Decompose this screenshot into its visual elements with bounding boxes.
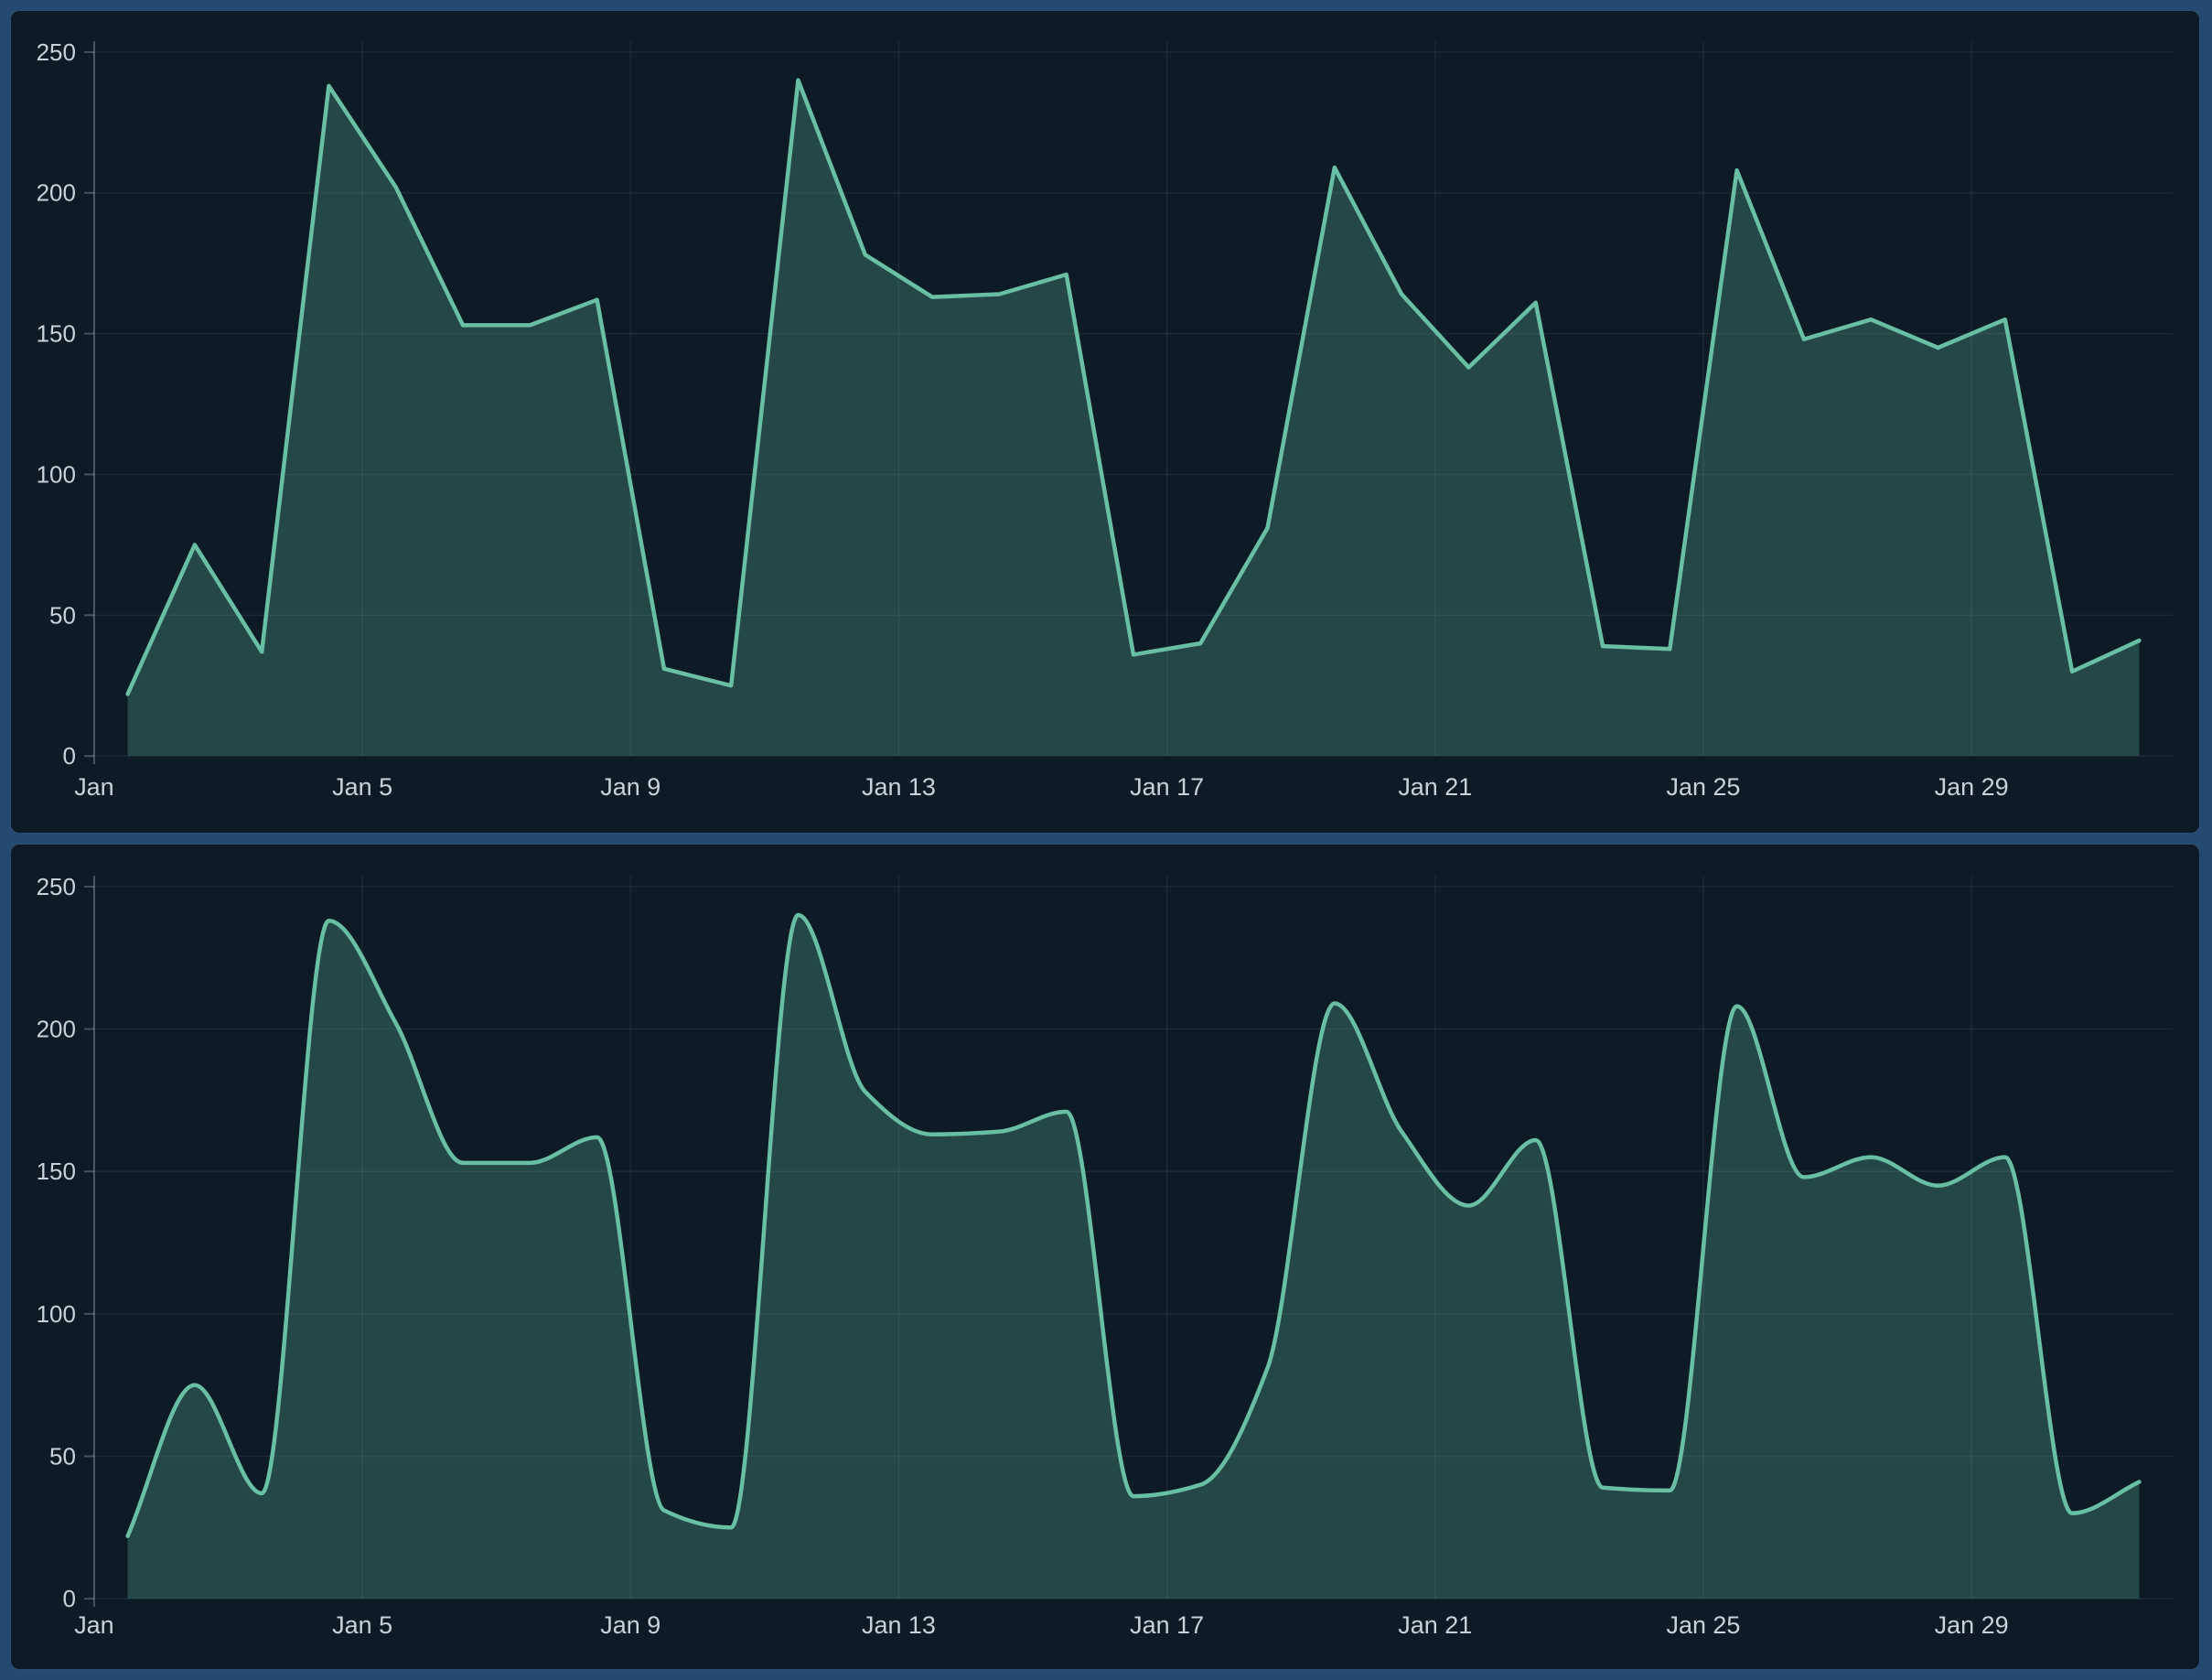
x-axis-tick-label: Jan 9 [600,773,660,801]
x-axis-tick-label: Jan 29 [1935,773,2009,801]
series-line [125,78,2142,696]
series-area-fill [127,80,2140,757]
x-axis-tick-label: Jan 5 [332,773,392,801]
x-axis-tick-label: Jan 17 [1130,1611,1204,1639]
series-line [125,912,2142,1538]
x-axis-tick-label: Jan 13 [862,773,936,801]
y-axis-tick-label: 50 [49,1443,76,1470]
x-axis-tick-label: Jan 5 [332,1611,392,1639]
y-axis-tick-label: 50 [49,601,76,629]
y-axis-tick-label: 150 [37,320,76,348]
x-axis-tick-label: Jan 9 [600,1611,660,1639]
x-axis-tick-label: Jan 17 [1130,773,1204,801]
y-axis-tick-label: 0 [62,742,75,770]
x-axis-tick-label: Jan 25 [1666,1611,1740,1639]
y-axis-tick-label: 200 [37,1016,76,1043]
y-axis-tick-label: 250 [37,38,76,66]
y-axis-tick-label: 0 [62,1585,75,1612]
y-axis-tick-label: 100 [37,1300,76,1328]
chart-panel-linear[interactable]: Jan Jan 5 Jan 9 Jan 13 Jan 17 Jan 21 Jan 25 Jan… [10,10,2200,834]
y-axis-tick-label: 150 [37,1158,76,1185]
area-chart-smooth-canvas[interactable]: Jan Jan 5 Jan 9 Jan 13 Jan 17 Jan 21 Jan 25 Jan… [11,845,2199,1669]
x-axis-tick-label: Jan 13 [862,1611,936,1639]
series-area-fill [127,915,2140,1599]
x-axis-tick-label: Jan [74,773,113,801]
x-axis-tick-label: Jan 29 [1935,1611,2009,1639]
x-axis-tick-label: Jan 21 [1398,1611,1472,1639]
y-axis-tick-label: 250 [37,873,76,900]
x-axis-tick-label: Jan 25 [1666,773,1740,801]
x-axis-tick-label: Jan 21 [1398,773,1472,801]
y-axis-tick-label: 200 [37,179,76,207]
y-axis-tick-label: 100 [37,460,76,488]
area-chart-linear-canvas[interactable]: Jan Jan 5 Jan 9 Jan 13 Jan 17 Jan 21 Jan 25 Jan… [11,11,2199,833]
x-axis-tick-label: Jan [74,1611,113,1639]
chart-panel-smooth[interactable]: Jan Jan 5 Jan 9 Jan 13 Jan 17 Jan 21 Jan 25 Jan… [10,844,2200,1670]
